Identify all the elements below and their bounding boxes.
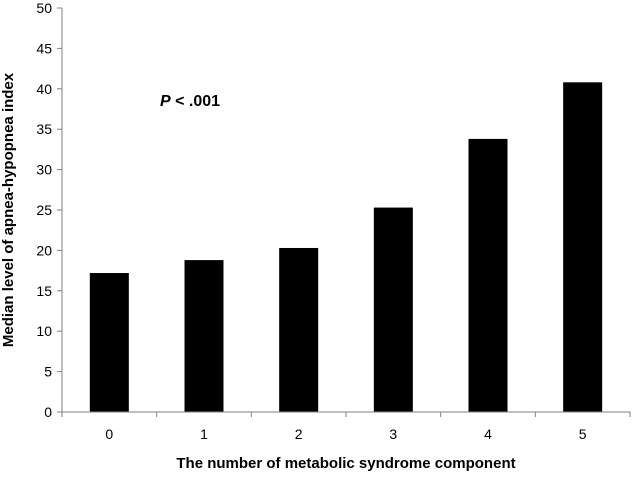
bars [89, 82, 603, 412]
y-tick-label: 5 [44, 364, 52, 380]
y-tick-label: 30 [36, 162, 52, 178]
bar-0 [89, 273, 129, 412]
x-tick-label: 0 [105, 426, 113, 442]
y-axis-label: Median level of apnea-hypopnea index [0, 72, 17, 347]
p-value-text: < .001 [171, 93, 220, 110]
bar-1 [184, 260, 224, 412]
y-axis-ticks: 0 5 10 15 20 25 30 35 40 45 50 [36, 0, 62, 420]
x-tick-label: 5 [579, 426, 587, 442]
y-tick-label: 45 [36, 40, 52, 56]
p-value-annotation: P < .001 [160, 93, 220, 110]
x-tick-label: 1 [200, 426, 208, 442]
y-tick-label: 40 [36, 81, 52, 97]
x-axis-label: The number of metabolic syndrome compone… [176, 455, 515, 472]
x-tick-label: 3 [389, 426, 397, 442]
y-tick-label: 35 [36, 121, 52, 137]
y-tick-label: 20 [36, 242, 52, 258]
y-tick-label: 15 [36, 283, 52, 299]
bar-2 [279, 247, 319, 412]
y-tick-label: 25 [36, 202, 52, 218]
x-tick-label: 4 [484, 426, 492, 442]
y-tick-label: 10 [36, 323, 52, 339]
bar-4 [468, 138, 508, 412]
x-tick-label: 2 [295, 426, 303, 442]
bar-5 [563, 82, 603, 412]
p-value-symbol: P [160, 93, 171, 110]
x-axis-ticks: 0 1 2 3 4 5 [61, 412, 631, 442]
bar-3 [373, 207, 413, 412]
y-tick-label: 0 [44, 404, 52, 420]
y-tick-label: 50 [36, 0, 52, 16]
